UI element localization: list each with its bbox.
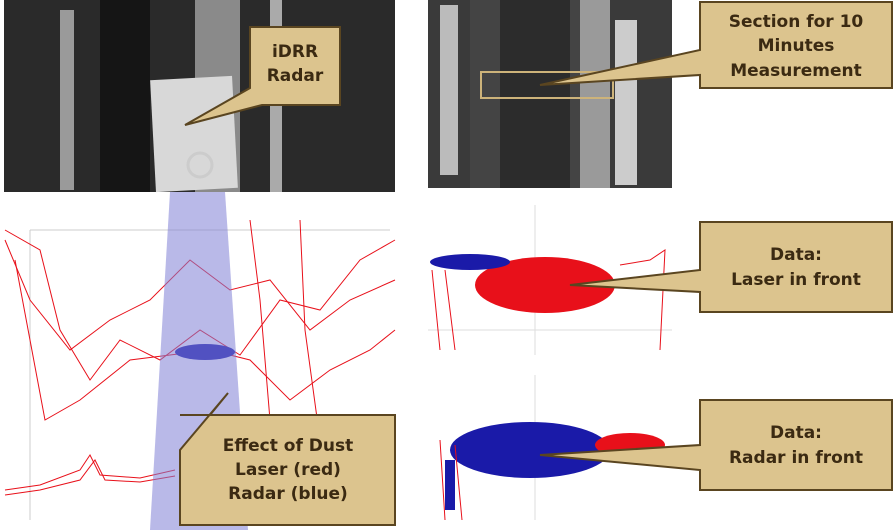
callout-line: Minutes (758, 36, 835, 56)
callout-line: Measurement (730, 61, 862, 81)
callout-line: Data: (770, 245, 822, 265)
callout-line: Radar (267, 66, 324, 86)
callout-line: Effect of Dust (223, 436, 354, 456)
callout-line: Laser (red) (235, 460, 341, 480)
callout-line: Radar (blue) (228, 484, 348, 504)
radar-plot (428, 375, 672, 520)
callout-line: Laser in front (731, 270, 861, 290)
callout-line: Data: (770, 423, 822, 443)
slide: iDRR Radar Section for 10 Minutes Measur… (0, 0, 896, 530)
callout-line: Radar in front (729, 448, 863, 468)
belt-photo (428, 0, 672, 188)
callout-line: iDRR (272, 42, 318, 62)
callout-line: Section for 10 (729, 12, 864, 32)
